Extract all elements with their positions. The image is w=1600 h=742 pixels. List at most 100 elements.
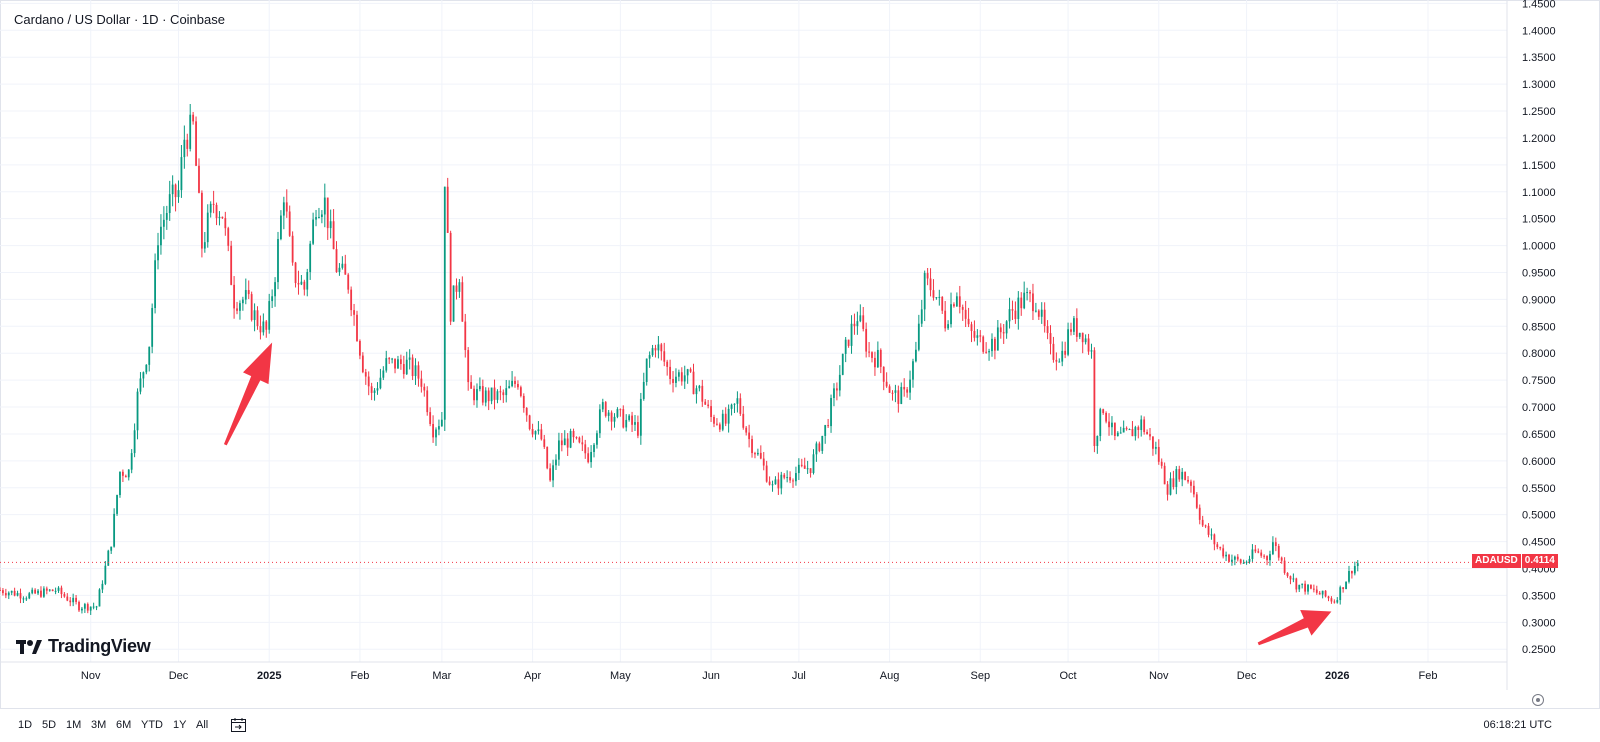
- candle-down: [285, 202, 288, 212]
- candle-down: [1070, 329, 1072, 332]
- candle-down: [461, 282, 464, 322]
- candle-up: [130, 453, 133, 470]
- candle-down: [294, 262, 297, 284]
- candle-down: [411, 357, 414, 377]
- candle-down: [742, 413, 745, 428]
- candle-up: [113, 513, 116, 547]
- candle-down: [1280, 557, 1283, 561]
- candle-up: [557, 440, 560, 460]
- range-ytd-button[interactable]: YTD: [141, 719, 163, 731]
- candle-up: [95, 606, 98, 608]
- candle-up: [988, 351, 990, 353]
- candle-down: [1289, 576, 1292, 580]
- annotation-arrow: [1257, 610, 1332, 646]
- candle-down: [1105, 412, 1108, 422]
- x-tick-label: Sep: [970, 670, 990, 682]
- candle-down: [1283, 560, 1286, 573]
- candle-down: [1219, 547, 1222, 549]
- candle-up: [1169, 478, 1172, 495]
- candle-down: [247, 290, 250, 295]
- candle-up: [189, 114, 192, 149]
- candle-down: [718, 424, 721, 430]
- candle-up: [1061, 350, 1064, 362]
- range-1m-button[interactable]: 1M: [66, 719, 82, 731]
- candle-up: [601, 402, 604, 410]
- candle-down: [1075, 318, 1078, 337]
- y-tick-label: 0.9500: [1522, 267, 1556, 279]
- candle-down: [1228, 554, 1230, 562]
- candle-up: [1058, 361, 1061, 363]
- candle-down: [259, 326, 262, 333]
- candle-up: [1339, 587, 1342, 601]
- candle-up: [435, 429, 437, 438]
- candle-down: [1342, 587, 1345, 590]
- y-tick-label: 0.9000: [1522, 294, 1556, 306]
- candle-down: [637, 422, 639, 436]
- range-3m-button[interactable]: 3M: [91, 719, 107, 731]
- candle-up: [338, 267, 341, 273]
- candle-down: [654, 348, 657, 351]
- candle-up: [271, 296, 274, 302]
- candle-down: [1143, 419, 1146, 432]
- candle-down: [1295, 578, 1298, 590]
- candle-down: [903, 386, 906, 390]
- x-tick-label: Apr: [524, 670, 541, 682]
- y-tick-label: 0.7500: [1522, 375, 1556, 387]
- candle-down: [359, 340, 361, 356]
- candle-down: [502, 392, 505, 396]
- y-tick-label: 0.4500: [1522, 537, 1556, 549]
- candle-down: [768, 481, 771, 485]
- candle-up: [162, 219, 165, 227]
- range-1y-button[interactable]: 1Y: [173, 719, 187, 731]
- candle-up: [148, 346, 151, 365]
- candle-up: [833, 388, 835, 399]
- candle-down: [1166, 484, 1169, 495]
- range-5d-button[interactable]: 5D: [42, 719, 57, 731]
- candle-down: [212, 203, 215, 205]
- candle-down: [1037, 310, 1040, 317]
- x-tick-label: Nov: [81, 670, 101, 682]
- candle-down: [1184, 471, 1187, 480]
- candle-up: [300, 281, 303, 285]
- candle-up: [642, 381, 645, 399]
- candle-down: [546, 446, 549, 469]
- candle-up: [154, 260, 156, 309]
- candle-down: [1330, 598, 1333, 602]
- candle-up: [607, 412, 610, 416]
- candle-down: [710, 406, 712, 418]
- candle-up: [639, 398, 642, 436]
- candle-down: [1192, 485, 1195, 495]
- candle-up: [48, 589, 51, 591]
- goto-date-icon[interactable]: [230, 717, 248, 733]
- axis-settings-icon[interactable]: [1532, 694, 1544, 706]
- candle-down: [224, 218, 227, 229]
- candle-down: [233, 284, 236, 309]
- candle-down: [420, 378, 423, 387]
- candle-up: [1111, 422, 1113, 428]
- candle-up: [628, 415, 631, 420]
- candle-up: [894, 390, 897, 393]
- candle-up: [976, 335, 979, 338]
- candle-down: [1032, 293, 1034, 312]
- x-tick-label: 2026: [1325, 670, 1349, 682]
- candle-up: [438, 426, 440, 430]
- tradingview-logo[interactable]: TradingView: [16, 636, 151, 657]
- candle-down: [1049, 333, 1052, 344]
- candle-down: [1163, 465, 1166, 485]
- range-1d-button[interactable]: 1D: [18, 719, 33, 731]
- candle-down: [493, 387, 496, 400]
- y-tick-label: 0.6000: [1522, 456, 1556, 468]
- candle-down: [1263, 555, 1266, 557]
- x-tick-label: Jul: [792, 670, 806, 682]
- candle-up: [101, 583, 104, 590]
- candle-down: [256, 310, 259, 327]
- candle-up: [312, 219, 315, 244]
- candle-down: [745, 427, 748, 433]
- range-6m-button[interactable]: 6M: [116, 719, 132, 731]
- candle-down: [575, 437, 578, 439]
- candle-up: [1134, 427, 1137, 437]
- range-all-button[interactable]: All: [196, 719, 209, 731]
- candle-down: [953, 304, 955, 307]
- candle-down: [1125, 427, 1128, 430]
